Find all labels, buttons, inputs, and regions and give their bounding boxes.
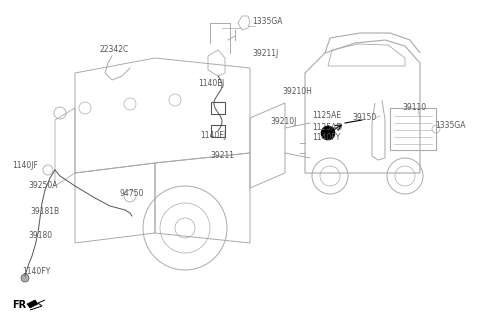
Text: 39181B: 39181B — [30, 207, 59, 215]
Text: 1140EJ: 1140EJ — [198, 79, 224, 89]
Text: 1140JF: 1140JF — [12, 161, 38, 171]
Text: 1140FY: 1140FY — [22, 266, 50, 276]
Circle shape — [21, 274, 29, 282]
Text: 39150: 39150 — [352, 113, 376, 122]
Circle shape — [321, 126, 335, 140]
Text: 1125AE: 1125AE — [312, 112, 341, 120]
Text: 39180: 39180 — [28, 231, 52, 239]
Text: 94750: 94750 — [120, 190, 144, 198]
Text: 1140FY: 1140FY — [312, 133, 340, 142]
Text: 1335GA: 1335GA — [252, 16, 283, 26]
Text: 1125AD: 1125AD — [312, 122, 342, 132]
Polygon shape — [27, 300, 38, 308]
Text: 22342C: 22342C — [100, 46, 129, 54]
Text: 39211J: 39211J — [252, 50, 278, 58]
Text: 1140EJ: 1140EJ — [200, 131, 226, 139]
Text: 39110: 39110 — [402, 104, 426, 113]
Text: 1335GA: 1335GA — [435, 121, 466, 131]
Text: 39250A: 39250A — [28, 180, 58, 190]
Text: 39211: 39211 — [210, 151, 234, 159]
Text: FR: FR — [12, 300, 26, 310]
Text: 39210H: 39210H — [282, 87, 312, 95]
Text: 39210J: 39210J — [270, 116, 296, 126]
